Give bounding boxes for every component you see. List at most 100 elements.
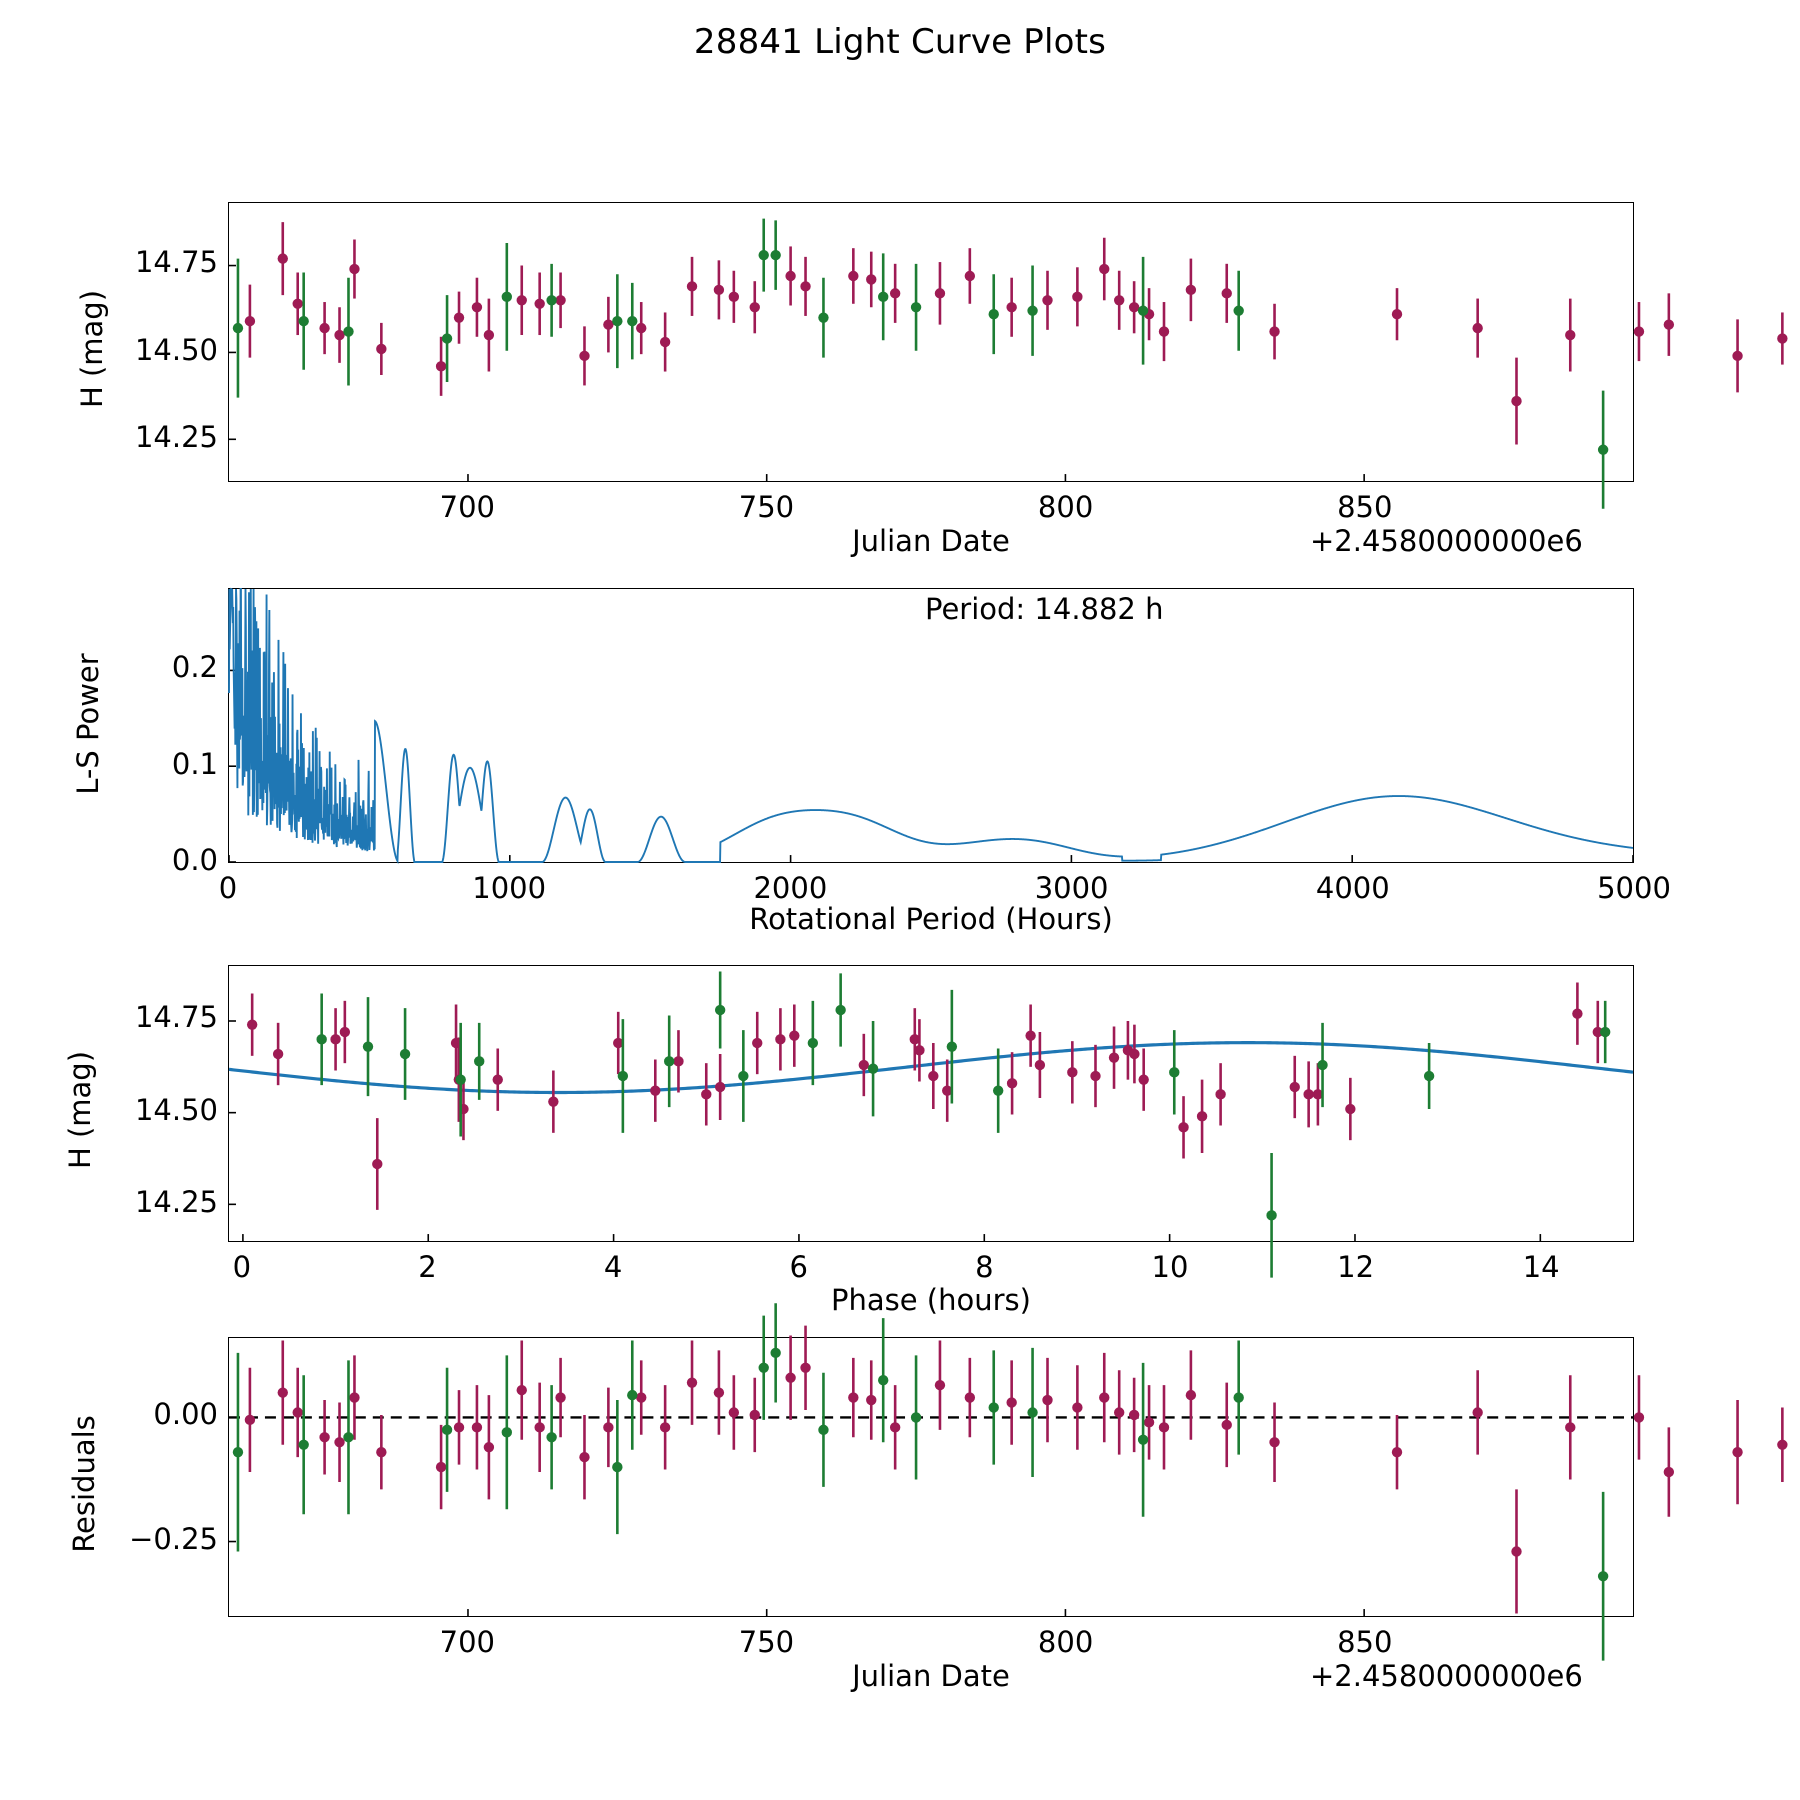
data-point [455, 1074, 466, 1085]
data-point [435, 361, 447, 372]
data-point [1006, 1078, 1018, 1089]
data-point [738, 1070, 749, 1082]
data-point [807, 1037, 819, 1049]
data-point [1345, 1103, 1356, 1115]
data-point [1072, 1402, 1083, 1413]
data-point [752, 1037, 763, 1049]
residuals-x-axis-label: Julian Date [852, 1659, 1010, 1693]
data-point [785, 1372, 796, 1383]
series-band-a [244, 222, 1788, 445]
residuals-xtick-label: 800 [1037, 1625, 1094, 1659]
data-point [376, 343, 387, 355]
data-point [1006, 1397, 1017, 1408]
data-point [770, 249, 781, 261]
lightcurve-ytick-label: 14.75 [134, 245, 218, 279]
data-point [1137, 305, 1149, 316]
series-band-b [232, 218, 1609, 509]
data-point [534, 298, 545, 309]
period-annotation: Period: 14.882 h [925, 592, 1164, 626]
data-point [555, 1392, 566, 1403]
series-band-a [244, 1325, 1788, 1614]
data-point [1266, 1210, 1277, 1221]
data-point [775, 1034, 786, 1045]
data-point [1099, 263, 1110, 275]
data-point [1269, 1437, 1280, 1448]
data-point [686, 1377, 698, 1388]
residuals-y-axis-label: Residuals [67, 1415, 101, 1553]
residuals-panel [228, 1303, 1788, 1661]
data-point [1269, 326, 1280, 337]
data-point [1027, 1407, 1038, 1418]
data-point [1128, 302, 1140, 313]
data-point [232, 1447, 244, 1458]
data-point [546, 295, 557, 306]
data-point [453, 312, 465, 323]
phase-xtick-label: 2 [418, 1250, 437, 1284]
data-point [516, 295, 527, 306]
data-point [298, 315, 309, 327]
data-point [1221, 288, 1232, 299]
data-point [1143, 1417, 1155, 1428]
data-point [866, 274, 877, 285]
data-point [770, 1347, 781, 1359]
data-point [319, 322, 330, 334]
phase-xtick-label: 8 [975, 1250, 994, 1284]
lightcurve-xtick-label: 750 [738, 490, 795, 524]
data-point [1221, 1419, 1232, 1431]
data-point [659, 336, 671, 348]
data-point [501, 291, 513, 302]
data-point [1185, 1389, 1197, 1401]
data-point [603, 1422, 614, 1433]
data-point [343, 326, 354, 337]
data-point [1128, 1409, 1140, 1421]
figure-title: 28841 Light Curve Plots [693, 22, 1107, 62]
data-point [1215, 1089, 1226, 1100]
data-point [1114, 1407, 1125, 1418]
periodogram-xtick-label: 4000 [1315, 871, 1390, 905]
data-point [1289, 1081, 1300, 1093]
data-point [483, 1442, 495, 1453]
data-point [246, 1019, 258, 1030]
data-point [1572, 1008, 1583, 1019]
data-point [334, 329, 345, 341]
lightcurve-xtick-label: 850 [1337, 490, 1393, 524]
data-point [612, 315, 623, 327]
data-point [1317, 1059, 1328, 1071]
phase-ytick-label: 14.25 [134, 1185, 218, 1220]
data-point [319, 1432, 330, 1443]
data-point [441, 333, 453, 344]
data-point [362, 1041, 374, 1052]
data-point [1006, 302, 1017, 313]
data-point [1511, 395, 1522, 407]
data-point [934, 288, 946, 299]
data-point [1777, 333, 1788, 344]
data-point [1114, 295, 1125, 306]
data-point [659, 1422, 671, 1433]
data-point [244, 315, 256, 327]
residuals-xtick-label: 700 [439, 1625, 495, 1659]
data-point [339, 1026, 351, 1038]
series-band-b [316, 971, 1611, 1278]
residuals-x-offset-label: +2.4580000000e6 [1310, 1659, 1583, 1693]
data-point [701, 1089, 712, 1100]
data-point [1592, 1026, 1603, 1038]
data-point [858, 1059, 870, 1071]
residuals-xtick-label: 750 [738, 1625, 795, 1659]
data-point [579, 1451, 590, 1463]
data-point [343, 1432, 354, 1443]
periodogram-x-axis-label: Rotational Period (Hours) [749, 902, 1113, 936]
data-point [349, 1392, 360, 1403]
data-point [946, 1041, 958, 1052]
data-point [664, 1056, 675, 1067]
data-point [964, 1392, 976, 1403]
data-point [785, 270, 796, 282]
lightcurve-x-offset-label: +2.4580000000e6 [1310, 524, 1583, 558]
data-point [546, 1432, 557, 1443]
data-point [501, 1427, 513, 1438]
periodogram-ytick-label: 0.0 [171, 843, 218, 877]
periodogram-xtick-label: 5000 [1597, 871, 1671, 905]
data-point [1185, 284, 1197, 296]
data-point [848, 270, 859, 282]
data-point [910, 1412, 922, 1423]
